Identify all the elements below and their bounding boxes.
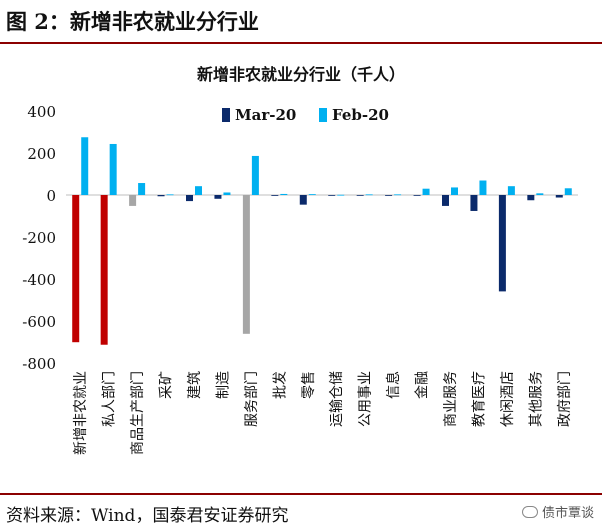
y-tick-label: 0	[46, 187, 56, 205]
bar-feb-20	[195, 186, 202, 195]
x-tick-label: 金融	[415, 371, 431, 399]
x-tick-label: 建筑	[187, 371, 203, 399]
bar-feb-20	[394, 194, 402, 196]
bar-feb-20	[81, 137, 89, 195]
y-tick-label: -600	[22, 313, 56, 331]
x-tick-label: 公用事业	[358, 371, 374, 427]
bar-mar-20	[385, 195, 393, 196]
chart-title: 新增非农就业分行业（千人）	[197, 65, 405, 84]
x-tick-label: 信息	[385, 371, 402, 399]
x-tick-label: 政府部门	[557, 371, 573, 427]
bar-feb-20	[451, 187, 458, 195]
bar-feb-20	[337, 194, 345, 196]
wechat-icon	[521, 505, 538, 518]
bar-feb-20	[308, 194, 316, 195]
bar-feb-20	[564, 188, 572, 195]
bar-mar-20	[214, 195, 222, 199]
x-tick-label: 服务部门	[244, 371, 260, 427]
bar-mar-20	[470, 195, 478, 211]
legend-swatch	[222, 108, 230, 122]
bar-feb-20	[507, 186, 515, 195]
x-tick-label: 教育医疗	[471, 371, 487, 427]
x-tick-label: 商品生产部门	[130, 371, 146, 455]
watermark: 债市覃谈	[521, 502, 594, 521]
watermark-text: 债市覃谈	[541, 506, 594, 521]
legend-label: Mar-20	[235, 106, 296, 124]
bar-mar-20	[442, 195, 449, 206]
y-tick-label: -800	[22, 355, 56, 373]
x-tick-label: 制造	[215, 371, 231, 399]
x-tick-label: 运输仓储	[329, 371, 345, 427]
bar-mar-20	[498, 195, 506, 292]
bar-feb-20	[223, 192, 231, 195]
bar-feb-20	[109, 143, 117, 195]
legend-swatch	[319, 108, 327, 122]
bar-mar-20	[100, 195, 108, 345]
bar-mar-20	[242, 195, 250, 334]
x-tick-label: 采矿	[159, 371, 175, 399]
x-tick-label: 休闲酒店	[500, 371, 516, 427]
bar-feb-20	[365, 194, 373, 196]
bars-group	[72, 137, 572, 345]
x-tick-label: 其他服务	[528, 371, 544, 427]
figure-footer: 资料来源：Wind，国泰君安证券研究 债市覃谈	[0, 493, 602, 529]
y-tick-label: -400	[22, 271, 56, 289]
bar-feb-20	[138, 183, 146, 195]
bar-feb-20	[166, 194, 174, 196]
bar-mar-20	[555, 195, 563, 198]
x-tick-label: 批发	[272, 371, 288, 399]
legend: Mar-20 Feb-20	[222, 106, 389, 124]
bar-feb-20	[536, 193, 544, 195]
y-tick-label: -200	[22, 229, 56, 247]
bar-mar-20	[328, 195, 336, 196]
x-axis-labels: 新增非农就业 私人部门 商品生产部门 采矿 建筑 制造 服务部门 批发 零售 运输仓储 公用事业 信息…	[73, 371, 573, 455]
bar-mar-20	[271, 195, 279, 196]
bar-mar-20	[356, 195, 364, 196]
bar-feb-20	[479, 180, 487, 195]
bar-mar-20	[186, 195, 193, 202]
source-note: 资料来源：Wind，国泰君安证券研究	[6, 506, 289, 526]
bar-mar-20	[527, 195, 535, 201]
bar-mar-20	[413, 195, 421, 196]
figure-header: 图 2：新增非农就业分行业	[0, 0, 602, 44]
bar-mar-20	[129, 195, 137, 206]
y-tick-label: 400	[27, 103, 56, 121]
bar-chart: 新增非农就业分行业（千人） Mar-20 Feb-20 400 200 0 -200 -4…	[22, 65, 578, 455]
bar-mar-20	[299, 195, 307, 205]
bar-feb-20	[422, 188, 430, 195]
bar-feb-20	[280, 193, 288, 195]
y-tick-label: 200	[27, 145, 56, 163]
bar-mar-20	[72, 195, 80, 343]
bar-feb-20	[251, 155, 259, 195]
legend-label: Feb-20	[332, 106, 389, 124]
figure-title: 图 2：新增非农就业分行业	[6, 9, 259, 34]
x-tick-label: 新增非农就业	[73, 371, 89, 455]
x-tick-label: 零售	[301, 371, 317, 399]
x-tick-label: 私人部门	[102, 371, 118, 427]
x-tick-label: 商业服务	[443, 371, 459, 427]
bar-mar-20	[157, 195, 165, 197]
y-axis: 400 200 0 -200 -400 -600 -800	[22, 103, 578, 373]
